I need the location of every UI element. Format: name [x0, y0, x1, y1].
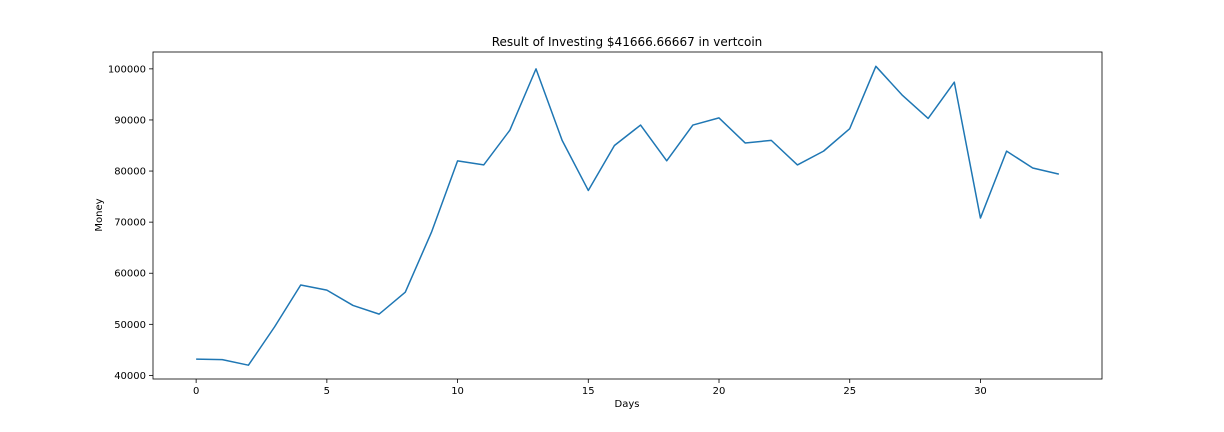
data-point [561, 139, 563, 141]
y-tick-label: 40000 [114, 371, 146, 382]
x-axis-title: Days [615, 399, 640, 410]
data-point [822, 150, 824, 152]
data-point [718, 117, 720, 119]
data-point [456, 160, 458, 162]
data-point [796, 164, 798, 166]
x-tick-label: 5 [324, 386, 330, 397]
data-point [744, 142, 746, 144]
data-point [927, 117, 929, 119]
data-point [247, 364, 249, 366]
data-point [483, 164, 485, 166]
data-point [979, 217, 981, 219]
x-tick-label: 15 [582, 386, 595, 397]
data-point [666, 160, 668, 162]
data-point [587, 189, 589, 191]
data-point [1058, 173, 1060, 175]
data-point [1005, 150, 1007, 152]
data-point [953, 81, 955, 83]
data-point [300, 284, 302, 286]
x-tick-label: 25 [843, 386, 856, 397]
y-axis-title: Money [94, 198, 105, 231]
series-line [196, 65, 1060, 366]
data-point [430, 231, 432, 233]
data-point [404, 291, 406, 293]
data-point [692, 124, 694, 126]
data-point [613, 144, 615, 146]
data-point [901, 94, 903, 96]
data-point [273, 326, 275, 328]
data-point [1032, 167, 1034, 169]
plot-frame [152, 51, 1103, 380]
data-point [195, 358, 197, 360]
data-point [352, 304, 354, 306]
data-point [849, 127, 851, 129]
plot-area: 0 5 10 15 20 25 30 40000 50000 60000 70000 80000 900… [108, 51, 1103, 397]
y-tick-label: 50000 [114, 320, 146, 331]
y-tick-label: 70000 [114, 218, 146, 229]
data-point [535, 68, 537, 70]
chart-title: Result of Investing $41666.66667 in vert… [492, 35, 763, 49]
data-point [875, 65, 877, 67]
x-tick-label: 10 [451, 386, 464, 397]
data-point [221, 358, 223, 360]
x-tick-label: 30 [974, 386, 987, 397]
y-tick-label: 90000 [114, 115, 146, 126]
data-point [378, 313, 380, 315]
x-tick-label: 0 [193, 386, 199, 397]
data-point [770, 139, 772, 141]
y-tick-label: 80000 [114, 167, 146, 178]
y-tick-label: 60000 [114, 269, 146, 280]
data-point [639, 124, 641, 126]
x-tick-label: 20 [713, 386, 726, 397]
data-point [509, 129, 511, 131]
data-point [326, 289, 328, 291]
y-tick-label: 100000 [108, 64, 146, 75]
